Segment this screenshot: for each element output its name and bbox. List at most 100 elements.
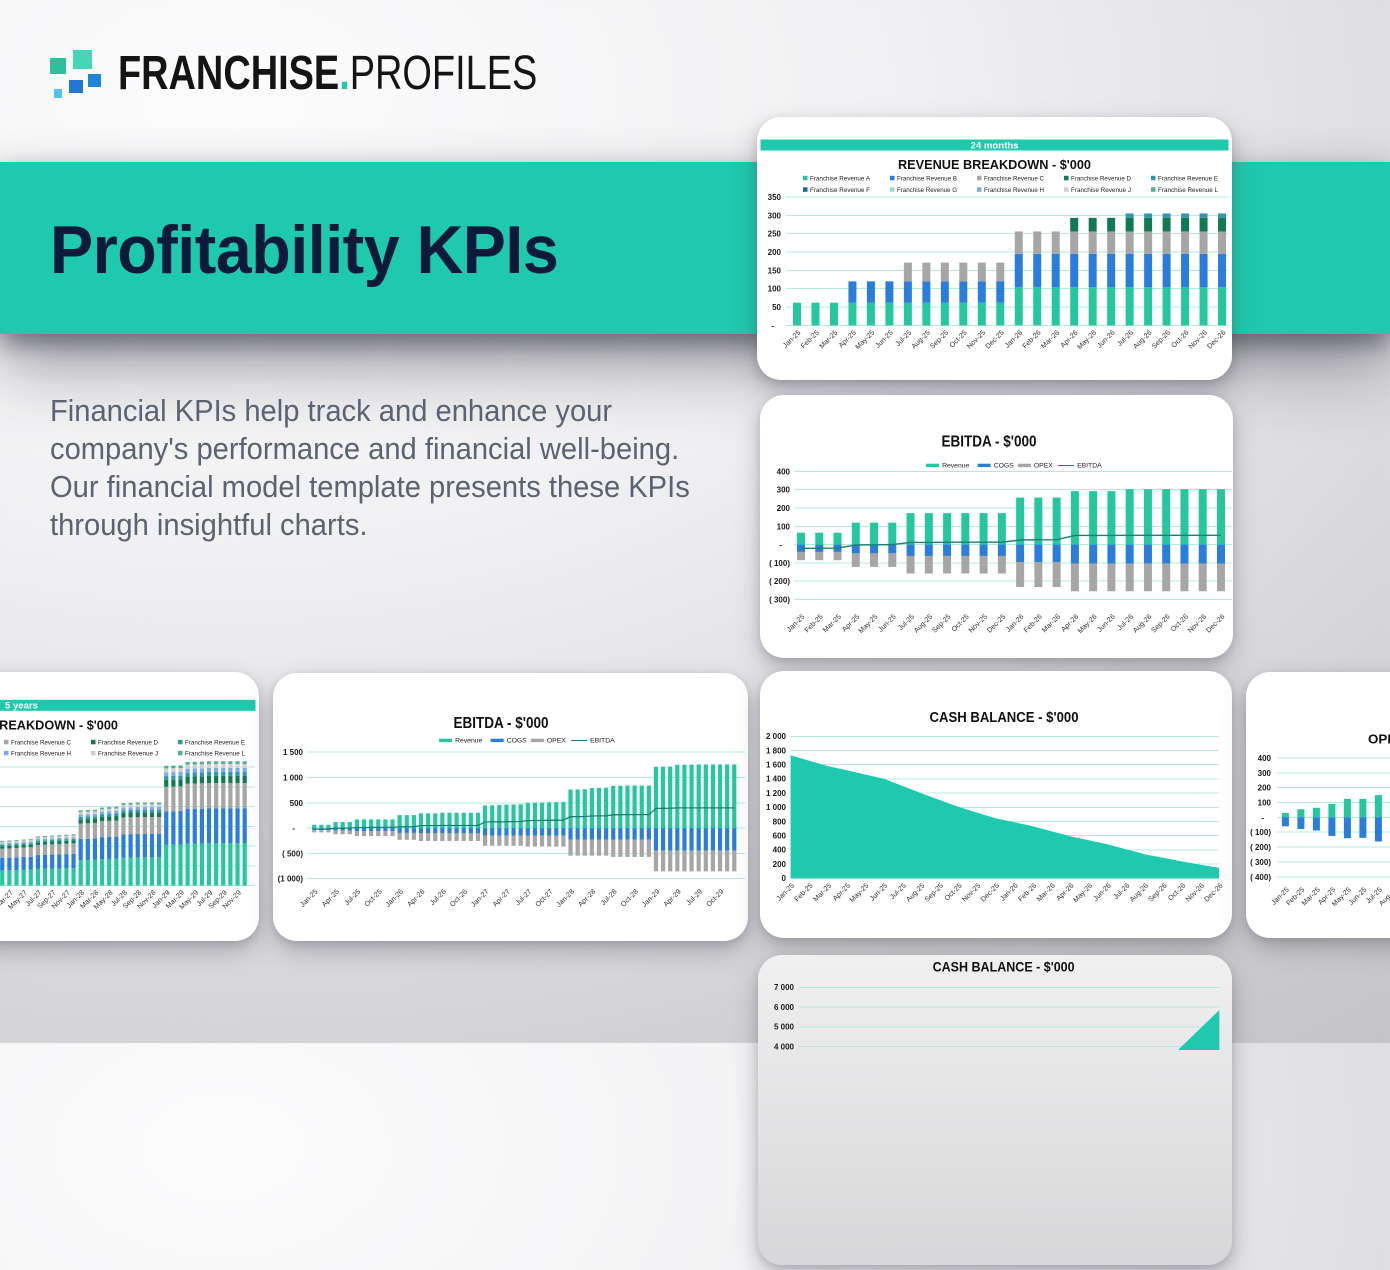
svg-text:Aug-25: Aug-25: [910, 329, 932, 351]
svg-text:OPEX - $'000: OPEX - $'000: [1368, 732, 1390, 747]
svg-text:May-25: May-25: [857, 613, 879, 635]
svg-text:Franchise Revenue A: Franchise Revenue A: [810, 175, 871, 182]
svg-text:Mar-25: Mar-25: [818, 329, 840, 351]
svg-text:Mar-25: Mar-25: [812, 882, 834, 904]
svg-text:Jan-29: Jan-29: [640, 888, 661, 909]
svg-text:Franchise Revenue G: Franchise Revenue G: [897, 187, 957, 194]
svg-text:Sep-26: Sep-26: [1150, 613, 1172, 635]
svg-text:Nov-25: Nov-25: [960, 882, 982, 904]
svg-text:600: 600: [773, 832, 787, 841]
svg-text:Dec-25: Dec-25: [979, 882, 1001, 904]
svg-text:REVENUE BREAKDOWN - $'000: REVENUE BREAKDOWN - $'000: [0, 718, 118, 733]
svg-text:Dec-26: Dec-26: [1206, 329, 1228, 351]
svg-text:200: 200: [773, 860, 787, 869]
svg-text:Dec-25: Dec-25: [985, 613, 1007, 635]
svg-text:Apr-29: Apr-29: [662, 888, 683, 909]
svg-text:Aug-26: Aug-26: [1128, 882, 1150, 904]
svg-text:500: 500: [290, 799, 304, 808]
svg-text:300: 300: [777, 486, 791, 495]
svg-text:Franchise Revenue L: Franchise Revenue L: [185, 750, 245, 757]
svg-text:( 300): ( 300): [1250, 858, 1271, 867]
svg-text:-: -: [779, 541, 782, 550]
svg-text:May-26: May-26: [1072, 882, 1094, 904]
svg-text:Feb-25: Feb-25: [799, 329, 821, 351]
svg-text:Feb-26: Feb-26: [1022, 613, 1044, 635]
svg-text:250: 250: [768, 230, 782, 239]
svg-text:May-25: May-25: [854, 329, 876, 351]
svg-text:1 400: 1 400: [766, 775, 787, 784]
svg-text:Feb-25: Feb-25: [793, 882, 815, 904]
svg-text:Jul-27: Jul-27: [514, 888, 533, 907]
svg-text:Jan-25: Jan-25: [775, 882, 796, 903]
svg-text:Jan-26: Jan-26: [1003, 329, 1024, 350]
svg-text:Oct-29: Oct-29: [705, 888, 726, 909]
svg-text:REVENUE BREAKDOWN - $'000: REVENUE BREAKDOWN - $'000: [898, 157, 1091, 172]
svg-text:Franchise Revenue D: Franchise Revenue D: [1071, 175, 1131, 182]
svg-text:May-25: May-25: [848, 882, 870, 904]
svg-text:( 300): ( 300): [769, 596, 790, 605]
svg-text:5 000: 5 000: [774, 1023, 795, 1032]
svg-text:300: 300: [768, 211, 782, 220]
svg-text:Dec-26: Dec-26: [1205, 613, 1227, 635]
svg-text:Sep-26: Sep-26: [1150, 329, 1172, 351]
svg-text:Aug-25: Aug-25: [912, 613, 934, 635]
svg-text:Mar-26: Mar-26: [1040, 329, 1062, 351]
svg-text:( 400): ( 400): [1250, 873, 1271, 882]
svg-text:100: 100: [1258, 799, 1272, 808]
svg-text:Franchise Revenue F: Franchise Revenue F: [810, 187, 870, 194]
svg-text:7 000: 7 000: [774, 983, 795, 992]
svg-text:1 000: 1 000: [283, 774, 304, 783]
svg-text:Nov-25: Nov-25: [965, 329, 987, 351]
svg-text:Jun-25: Jun-25: [1347, 886, 1368, 907]
svg-text:1 500: 1 500: [283, 748, 304, 757]
svg-text:Jun-25: Jun-25: [877, 613, 898, 634]
svg-text:1 600: 1 600: [766, 761, 787, 770]
svg-text:200: 200: [1258, 784, 1272, 793]
svg-text:Franchise Revenue B: Franchise Revenue B: [897, 175, 958, 182]
svg-text:Franchise Revenue C: Franchise Revenue C: [984, 175, 1044, 182]
svg-text:EBITDA: EBITDA: [590, 738, 615, 745]
svg-text:Nov-26: Nov-26: [1186, 613, 1208, 635]
svg-text:Apr-27: Apr-27: [491, 888, 512, 909]
svg-text:200: 200: [768, 248, 782, 257]
svg-text:Nov-26: Nov-26: [1187, 329, 1209, 351]
svg-text:4 000: 4 000: [774, 1042, 795, 1051]
svg-text:Franchise Revenue D: Franchise Revenue D: [98, 739, 158, 746]
svg-text:-: -: [292, 824, 295, 833]
svg-text:Jun-26: Jun-26: [1096, 613, 1117, 634]
svg-text:Oct-26: Oct-26: [448, 888, 469, 909]
svg-text:CASH BALANCE - $'000: CASH BALANCE - $'000: [930, 710, 1079, 726]
svg-text:5 years: 5 years: [5, 701, 38, 711]
svg-text:350: 350: [768, 193, 782, 202]
svg-text:EBITDA - $'000: EBITDA - $'000: [942, 434, 1037, 451]
svg-text:OPEX: OPEX: [547, 738, 566, 745]
svg-text:May-26: May-26: [1076, 329, 1098, 351]
svg-text:100: 100: [777, 522, 791, 531]
svg-text:OPEX: OPEX: [1034, 463, 1053, 470]
svg-text:Franchise Revenue H: Franchise Revenue H: [984, 187, 1044, 194]
svg-text:Franchise Revenue E: Franchise Revenue E: [1158, 175, 1219, 182]
svg-text:COGS: COGS: [507, 738, 527, 745]
svg-text:Oct-25: Oct-25: [363, 888, 384, 909]
svg-text:Jul-29: Jul-29: [685, 888, 704, 907]
svg-text:Sep-25: Sep-25: [931, 613, 953, 635]
svg-text:Franchise Revenue J: Franchise Revenue J: [1071, 187, 1131, 194]
svg-text:Jan-26: Jan-26: [384, 888, 405, 909]
svg-text:Oct-28: Oct-28: [619, 888, 640, 909]
svg-text:Jun-25: Jun-25: [874, 329, 895, 350]
svg-text:50: 50: [772, 303, 781, 312]
svg-text:Franchise Revenue L: Franchise Revenue L: [1158, 187, 1218, 194]
svg-text:Jan-25: Jan-25: [781, 329, 802, 350]
svg-text:Aug-25: Aug-25: [905, 882, 927, 904]
svg-text:400: 400: [777, 467, 791, 476]
svg-text:Jan-25: Jan-25: [299, 888, 320, 909]
svg-text:1 200: 1 200: [766, 789, 787, 798]
svg-text:Revenue: Revenue: [455, 738, 482, 745]
svg-text:Jan-26: Jan-26: [999, 882, 1020, 903]
svg-text:Jan-27: Jan-27: [470, 888, 491, 909]
svg-text:( 100): ( 100): [1250, 828, 1271, 837]
svg-text:Feb-26: Feb-26: [1021, 329, 1043, 351]
svg-text:EBITDA - $'000: EBITDA - $'000: [454, 715, 549, 732]
svg-text:150: 150: [768, 266, 782, 275]
svg-text:Apr-28: Apr-28: [577, 888, 598, 909]
